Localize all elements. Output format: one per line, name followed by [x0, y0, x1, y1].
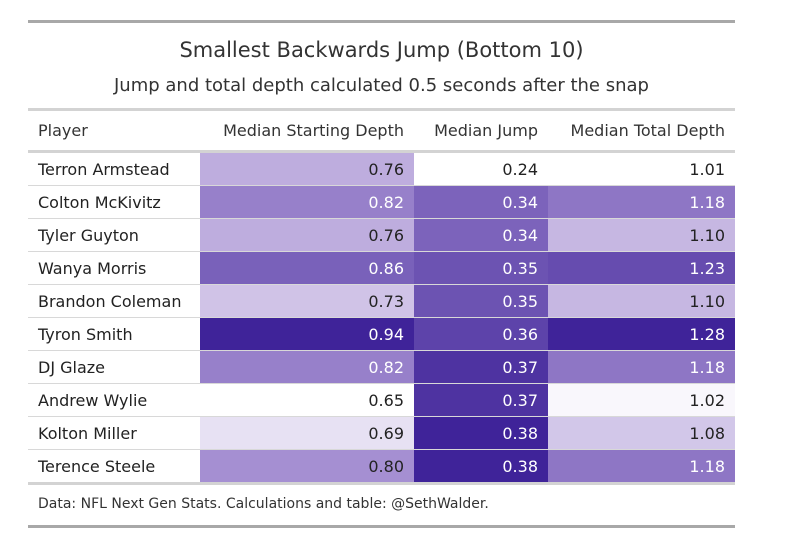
player-name-cell: DJ Glaze: [28, 350, 200, 384]
table-row: Colton McKivitz 0.82 0.34 1.18: [28, 185, 735, 219]
median-jump-cell: 0.38: [414, 416, 548, 450]
table-body: Terron Armstead 0.76 0.24 1.01 Colton McKivi…: [28, 151, 735, 482]
table-title: Smallest Backwards Jump (Bottom 10): [179, 38, 584, 62]
column-header-median-starting-depth: Median Starting Depth: [200, 111, 414, 153]
table-row: Kolton Miller 0.69 0.38 1.08: [28, 416, 735, 450]
table-row: Andrew Wylie 0.65 0.37 1.02: [28, 383, 735, 417]
column-header-median-total-depth: Median Total Depth: [548, 111, 735, 153]
median-jump-cell: 0.35: [414, 284, 548, 318]
median-jump-cell: 0.37: [414, 383, 548, 417]
table-row: Tyler Guyton 0.76 0.34 1.10: [28, 218, 735, 252]
player-name-cell: Colton McKivitz: [28, 185, 200, 219]
table-row: Tyron Smith 0.94 0.36 1.28: [28, 317, 735, 351]
median-jump-cell: 0.34: [414, 218, 548, 252]
player-name-cell: Kolton Miller: [28, 416, 200, 450]
median-total-depth-cell: 1.23: [548, 251, 735, 285]
table-row: Wanya Morris 0.86 0.35 1.23: [28, 251, 735, 285]
player-name-cell: Terron Armstead: [38, 159, 170, 179]
median-total-depth-cell: 1.18: [548, 185, 735, 219]
column-header-player: Player: [28, 111, 200, 153]
median-jump-cell: 0.36: [414, 317, 548, 351]
table-row: Brandon Coleman 0.73 0.35 1.10: [28, 284, 735, 318]
player-name-cell: Andrew Wylie: [28, 383, 200, 417]
bottom-rule: [28, 482, 735, 485]
median-starting-depth-cell: 0.82: [200, 350, 414, 384]
median-jump-cell: 0.38: [414, 449, 548, 482]
median-total-depth-cell: 1.18: [548, 350, 735, 384]
median-total-depth-cell: 1.10: [548, 284, 735, 318]
column-header-median-jump: Median Jump: [414, 111, 548, 153]
median-jump-cell: 0.24: [414, 151, 548, 186]
median-jump-cell: 0.37: [414, 350, 548, 384]
table-row: DJ Glaze 0.82 0.37 1.18: [28, 350, 735, 384]
median-starting-depth-cell: 0.76: [200, 218, 414, 252]
median-starting-depth-cell: 0.65: [200, 383, 414, 417]
player-name-cell: Tyler Guyton: [28, 218, 200, 252]
top-rule: [28, 20, 735, 23]
player-name-cell: Tyron Smith: [28, 317, 200, 351]
median-starting-depth-cell: 0.94: [200, 317, 414, 351]
player-name-cell: Brandon Coleman: [28, 284, 200, 318]
median-starting-depth-cell: 0.69: [200, 416, 414, 450]
table-frame: Smallest Backwards Jump (Bottom 10) Jump…: [28, 20, 735, 528]
median-starting-depth-cell: 0.76: [200, 151, 414, 186]
median-total-depth-cell: 1.28: [548, 317, 735, 351]
median-total-depth-cell: 1.18: [548, 449, 735, 482]
source-note: Data: NFL Next Gen Stats. Calculations a…: [38, 496, 489, 512]
median-total-depth-cell: 1.02: [548, 383, 735, 417]
median-starting-depth-cell: 0.80: [200, 449, 414, 482]
player-name-cell: Wanya Morris: [28, 251, 200, 285]
median-total-depth-cell: 1.01: [548, 151, 735, 186]
header-row: Player Median Starting Depth Median Jump…: [28, 111, 735, 153]
median-jump-cell: 0.34: [414, 185, 548, 219]
median-starting-depth-cell: 0.73: [200, 284, 414, 318]
median-starting-depth-cell: 0.86: [200, 251, 414, 285]
median-total-depth-cell: 1.08: [548, 416, 735, 450]
end-rule: [28, 525, 735, 528]
median-starting-depth-cell: 0.82: [200, 185, 414, 219]
header-rule: [28, 108, 735, 111]
data-table: Player Median Starting Depth Median Jump…: [28, 111, 735, 482]
median-total-depth-cell: 1.10: [548, 218, 735, 252]
median-jump-cell: 0.35: [414, 251, 548, 285]
player-name-cell: Terence Steele: [28, 449, 200, 482]
table-row: Terence Steele 0.80 0.38 1.18: [28, 449, 735, 482]
table-subtitle: Jump and total depth calculated 0.5 seco…: [114, 75, 649, 96]
table-row: Terron Armstead 0.76 0.24 1.01: [28, 151, 735, 186]
